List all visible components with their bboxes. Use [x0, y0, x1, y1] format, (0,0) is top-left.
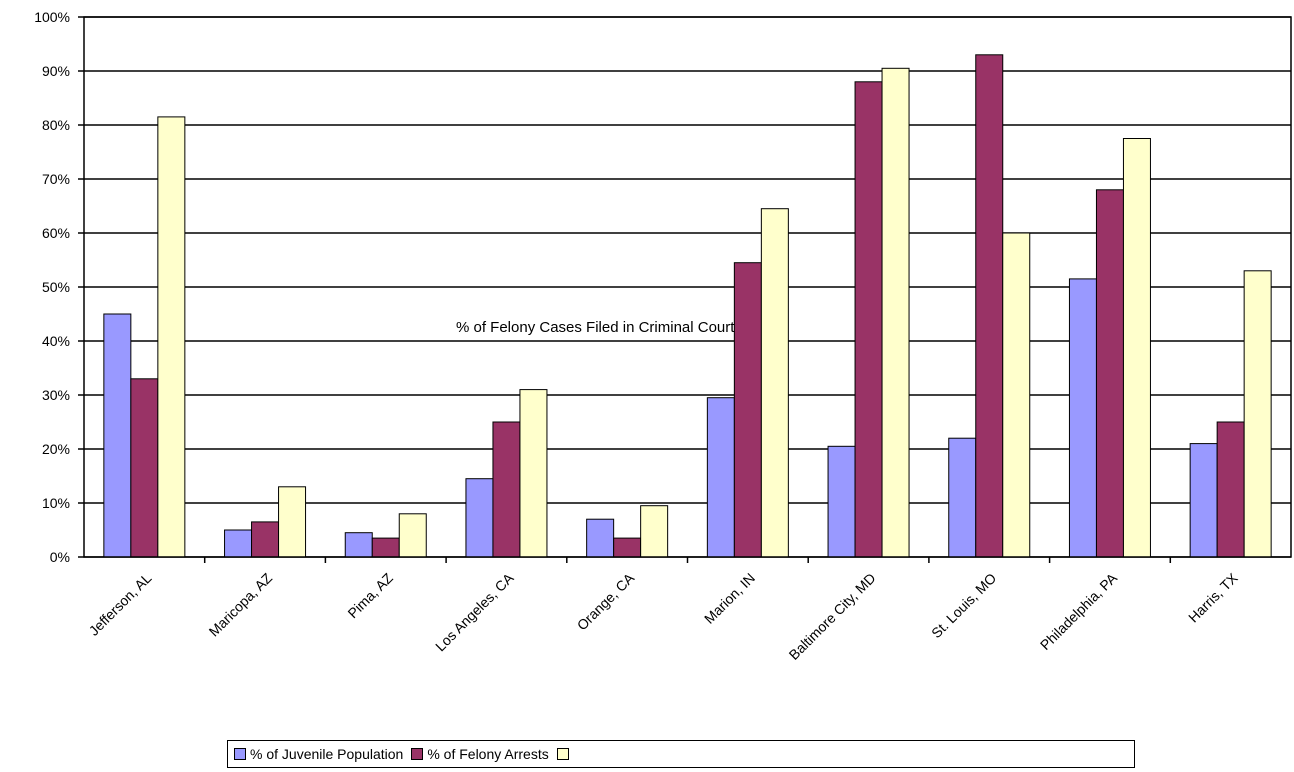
bar: [975, 54, 1004, 558]
y-tick-label: 10%: [42, 495, 70, 511]
bar: [640, 505, 669, 558]
y-tick-label: 0%: [50, 549, 70, 565]
bar: [398, 513, 427, 558]
legend-entry: [556, 748, 573, 760]
bar: [130, 378, 159, 558]
legend: % of Juvenile Population % of Felony Arre…: [227, 740, 1135, 768]
bar: [1216, 421, 1245, 558]
x-axis-tick-labels: Jefferson, AL Maricopa, AZ Pima, AZ Los Ang…: [86, 569, 1242, 663]
legend-label: % of Juvenile Population: [250, 746, 404, 762]
bar: [948, 437, 977, 558]
axes: [78, 16, 1292, 563]
y-tick-label: 50%: [42, 279, 70, 295]
bar: [827, 445, 856, 558]
legend-swatch: [556, 748, 569, 760]
y-tick-label: 40%: [42, 333, 70, 349]
bar: [1095, 189, 1124, 558]
x-tick-label: Pima, AZ: [344, 569, 396, 621]
legend-swatch: [411, 748, 424, 760]
y-tick-label: 70%: [42, 171, 70, 187]
bar: [854, 81, 883, 558]
legend-entry: % of Felony Arrests: [411, 746, 549, 762]
legend-swatch: [234, 748, 246, 760]
y-tick-label: 60%: [42, 225, 70, 241]
x-tick-label: Harris, TX: [1185, 569, 1241, 625]
x-tick-label: St. Louis, MO: [928, 570, 999, 641]
x-tick-label: Orange, CA: [574, 569, 638, 633]
bar: [613, 537, 642, 558]
bar: [733, 262, 762, 558]
y-axis-tick-labels: 0% 10% 20% 30% 40% 50% 60% 70% 80% 90% 100%: [34, 9, 70, 565]
bar: [344, 532, 373, 558]
chart-annotation: % of Felony Cases Filed in Criminal Cour…: [456, 319, 735, 336]
bar: [1189, 443, 1218, 558]
x-tick-label: Marion, IN: [701, 570, 758, 627]
y-tick-label: 90%: [42, 63, 70, 79]
bar: [492, 421, 521, 558]
x-tick-label: Philadelphia, PA: [1037, 569, 1121, 653]
x-tick-label: Baltimore City, MD: [786, 570, 879, 663]
y-tick-label: 20%: [42, 441, 70, 457]
bar: [371, 537, 400, 558]
bar: [157, 116, 186, 558]
legend-label: % of Felony Arrests: [427, 746, 549, 762]
bar: [1243, 270, 1272, 558]
y-tick-label: 30%: [42, 387, 70, 403]
x-tick-label: Jefferson, AL: [86, 570, 155, 639]
bar: [251, 521, 280, 558]
bar: [881, 67, 910, 558]
y-tick-label: 100%: [34, 9, 70, 25]
y-tick-label: 80%: [42, 117, 70, 133]
legend-entry: % of Juvenile Population: [234, 746, 403, 762]
bar: [706, 397, 735, 558]
x-tick-label: Maricopa, AZ: [206, 569, 276, 639]
bars: [103, 54, 1272, 558]
bar: [519, 389, 548, 558]
bar-chart: 0% 10% 20% 30% 40% 50% 60% 70% 80% 90% 100% Jeffer…: [34, 9, 1292, 663]
bar: [103, 313, 132, 558]
bar: [760, 208, 789, 558]
bar: [586, 518, 615, 558]
bar: [465, 478, 494, 558]
bar: [278, 486, 307, 558]
bar: [1122, 138, 1151, 558]
bar: [224, 529, 253, 558]
bar: [1002, 232, 1031, 558]
bar: [1068, 278, 1097, 558]
x-tick-label: Los Angeles, CA: [432, 569, 517, 654]
